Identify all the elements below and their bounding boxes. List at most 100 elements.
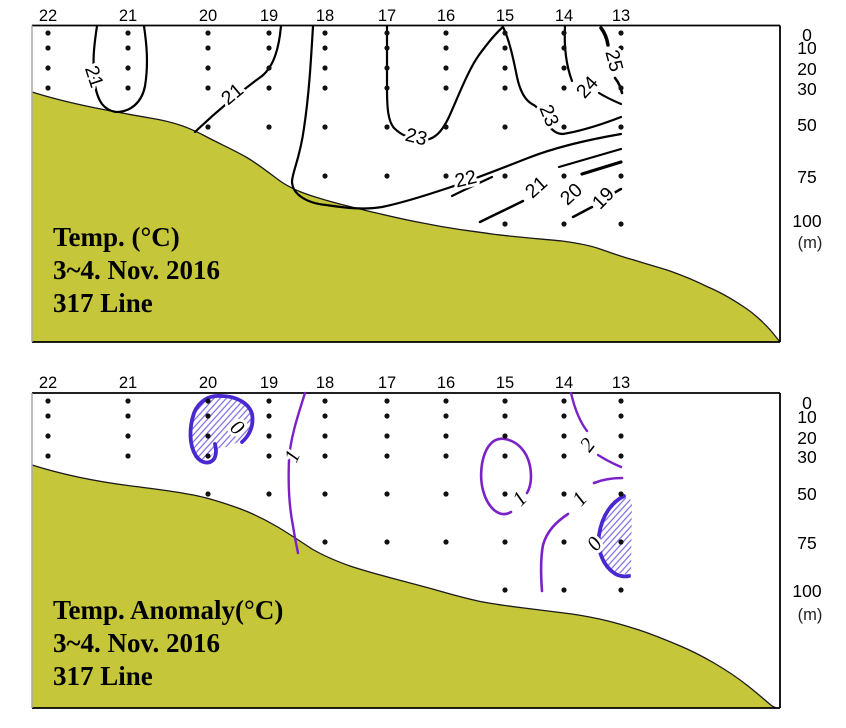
station-dot (443, 85, 449, 91)
contour-line (503, 437, 533, 495)
station-dot (322, 398, 328, 404)
contour-line (539, 512, 570, 593)
station-dot (618, 30, 624, 36)
station-dot (205, 491, 211, 497)
station-dot (322, 173, 328, 179)
depth-tick-label: 100 (792, 211, 821, 231)
anomaly-transect-line: 317 Line (53, 661, 153, 691)
contour-line (571, 205, 594, 219)
station-dot (125, 30, 131, 36)
station-dot (443, 173, 449, 179)
station-dot (502, 398, 508, 404)
station-dot (502, 221, 508, 227)
station-dot (618, 491, 624, 497)
depth-unit-label: (m) (798, 234, 823, 252)
temp-panel-title: Temp. (°C) 3~4. Nov. 2016 317 Line (53, 221, 220, 320)
station-dot (443, 124, 449, 130)
contour-line (569, 391, 589, 433)
contour-line (193, 24, 283, 134)
station-dot (502, 45, 508, 51)
station-dot (205, 453, 211, 459)
contour-value-label: 19 (588, 183, 619, 214)
station-dot (125, 398, 131, 404)
depth-tick-label: 30 (797, 79, 817, 99)
station-dot (322, 491, 328, 497)
station-dot (45, 413, 51, 419)
station-dot (205, 30, 211, 36)
contour-line (613, 76, 624, 95)
depth-tick-label: 10 (797, 38, 817, 58)
station-dot (45, 65, 51, 71)
station-label: 13 (612, 374, 630, 392)
station-dot (384, 45, 390, 51)
contour-line (219, 394, 255, 444)
station-dot (618, 45, 624, 51)
station-label: 14 (555, 7, 573, 25)
station-dot (384, 124, 390, 130)
station-dots (45, 30, 624, 227)
contour-line (479, 437, 513, 516)
station-label: 21 (119, 374, 137, 392)
station-dot (443, 539, 449, 545)
hatched-negative-region (599, 497, 632, 575)
station-dot (205, 65, 211, 71)
station-label: 17 (378, 7, 396, 25)
station-dot (45, 453, 51, 459)
contour-line (287, 391, 307, 555)
station-dot (384, 491, 390, 497)
station-label: 14 (555, 374, 573, 392)
station-dot (266, 45, 272, 51)
contour-line (597, 91, 623, 106)
station-dot (322, 124, 328, 130)
station-dot (205, 85, 211, 91)
station-dot (266, 453, 272, 459)
station-label: 19 (260, 7, 278, 25)
station-dot (266, 65, 272, 71)
depth-tick-label: 50 (797, 115, 817, 135)
station-dot (561, 433, 567, 439)
station-dot (125, 45, 131, 51)
station-dot (384, 30, 390, 36)
station-dot (502, 433, 508, 439)
station-label: 22 (39, 374, 57, 392)
station-label: 21 (119, 7, 137, 25)
station-dot (384, 433, 390, 439)
station-dot (266, 491, 272, 497)
station-dot (205, 413, 211, 419)
station-dot (561, 587, 567, 593)
station-dot (502, 124, 508, 130)
station-dot (618, 124, 624, 130)
station-dot (561, 30, 567, 36)
station-label: 22 (39, 7, 57, 25)
station-dot (125, 413, 131, 419)
station-dot (322, 45, 328, 51)
station-dot (502, 453, 508, 459)
contour-line (599, 26, 610, 47)
station-dot (502, 30, 508, 36)
station-dot (322, 30, 328, 36)
station-dot (125, 453, 131, 459)
contour-value-label: 23 (403, 124, 429, 151)
station-dot (384, 85, 390, 91)
depth-tick-label: 0 (802, 25, 812, 45)
depth-tick-label: 0 (802, 393, 812, 413)
contour-value-label: 21 (217, 79, 248, 110)
station-dot (502, 587, 508, 593)
station-dot (502, 65, 508, 71)
station-dot (502, 491, 508, 497)
station-label: 18 (316, 374, 334, 392)
station-dot (561, 45, 567, 51)
seafloor-fill (32, 92, 780, 342)
station-dot (561, 221, 567, 227)
station-dot (618, 453, 624, 459)
station-dot (205, 124, 211, 130)
station-dot (443, 30, 449, 36)
anomaly-date-line: 3~4. Nov. 2016 (53, 628, 221, 658)
station-dot (618, 539, 624, 545)
contour-value-label: 25 (600, 47, 627, 74)
station-dot (443, 398, 449, 404)
contour-value-label: 1 (567, 487, 592, 511)
station-label: 17 (378, 374, 396, 392)
station-dot (125, 433, 131, 439)
